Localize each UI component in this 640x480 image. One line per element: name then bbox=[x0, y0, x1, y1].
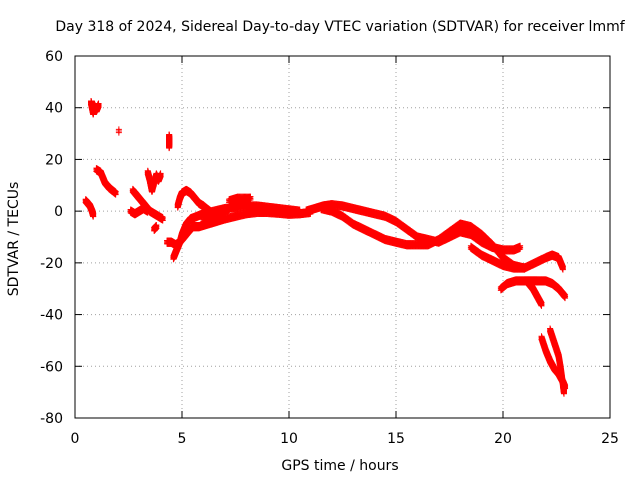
data-point bbox=[159, 217, 166, 224]
data-point bbox=[157, 173, 164, 180]
data-point bbox=[115, 129, 122, 136]
data-point bbox=[112, 191, 119, 198]
series-s9 bbox=[166, 131, 173, 152]
data-point bbox=[153, 225, 160, 232]
series-s8 bbox=[151, 222, 160, 234]
data-point bbox=[95, 103, 102, 110]
chart-title: Day 318 of 2024, Sidereal Day-to-day VTE… bbox=[55, 19, 625, 35]
series-s7 bbox=[144, 167, 164, 196]
series-s6 bbox=[129, 185, 166, 224]
data-point bbox=[90, 213, 97, 220]
series-s2 bbox=[88, 97, 102, 118]
series-s4 bbox=[115, 126, 122, 136]
series-s1 bbox=[82, 196, 97, 220]
data-points bbox=[82, 97, 569, 397]
series-s3 bbox=[93, 165, 119, 198]
data-point bbox=[166, 145, 173, 152]
ticks bbox=[74, 55, 611, 419]
grid bbox=[75, 56, 610, 418]
series-s15 bbox=[318, 203, 566, 273]
